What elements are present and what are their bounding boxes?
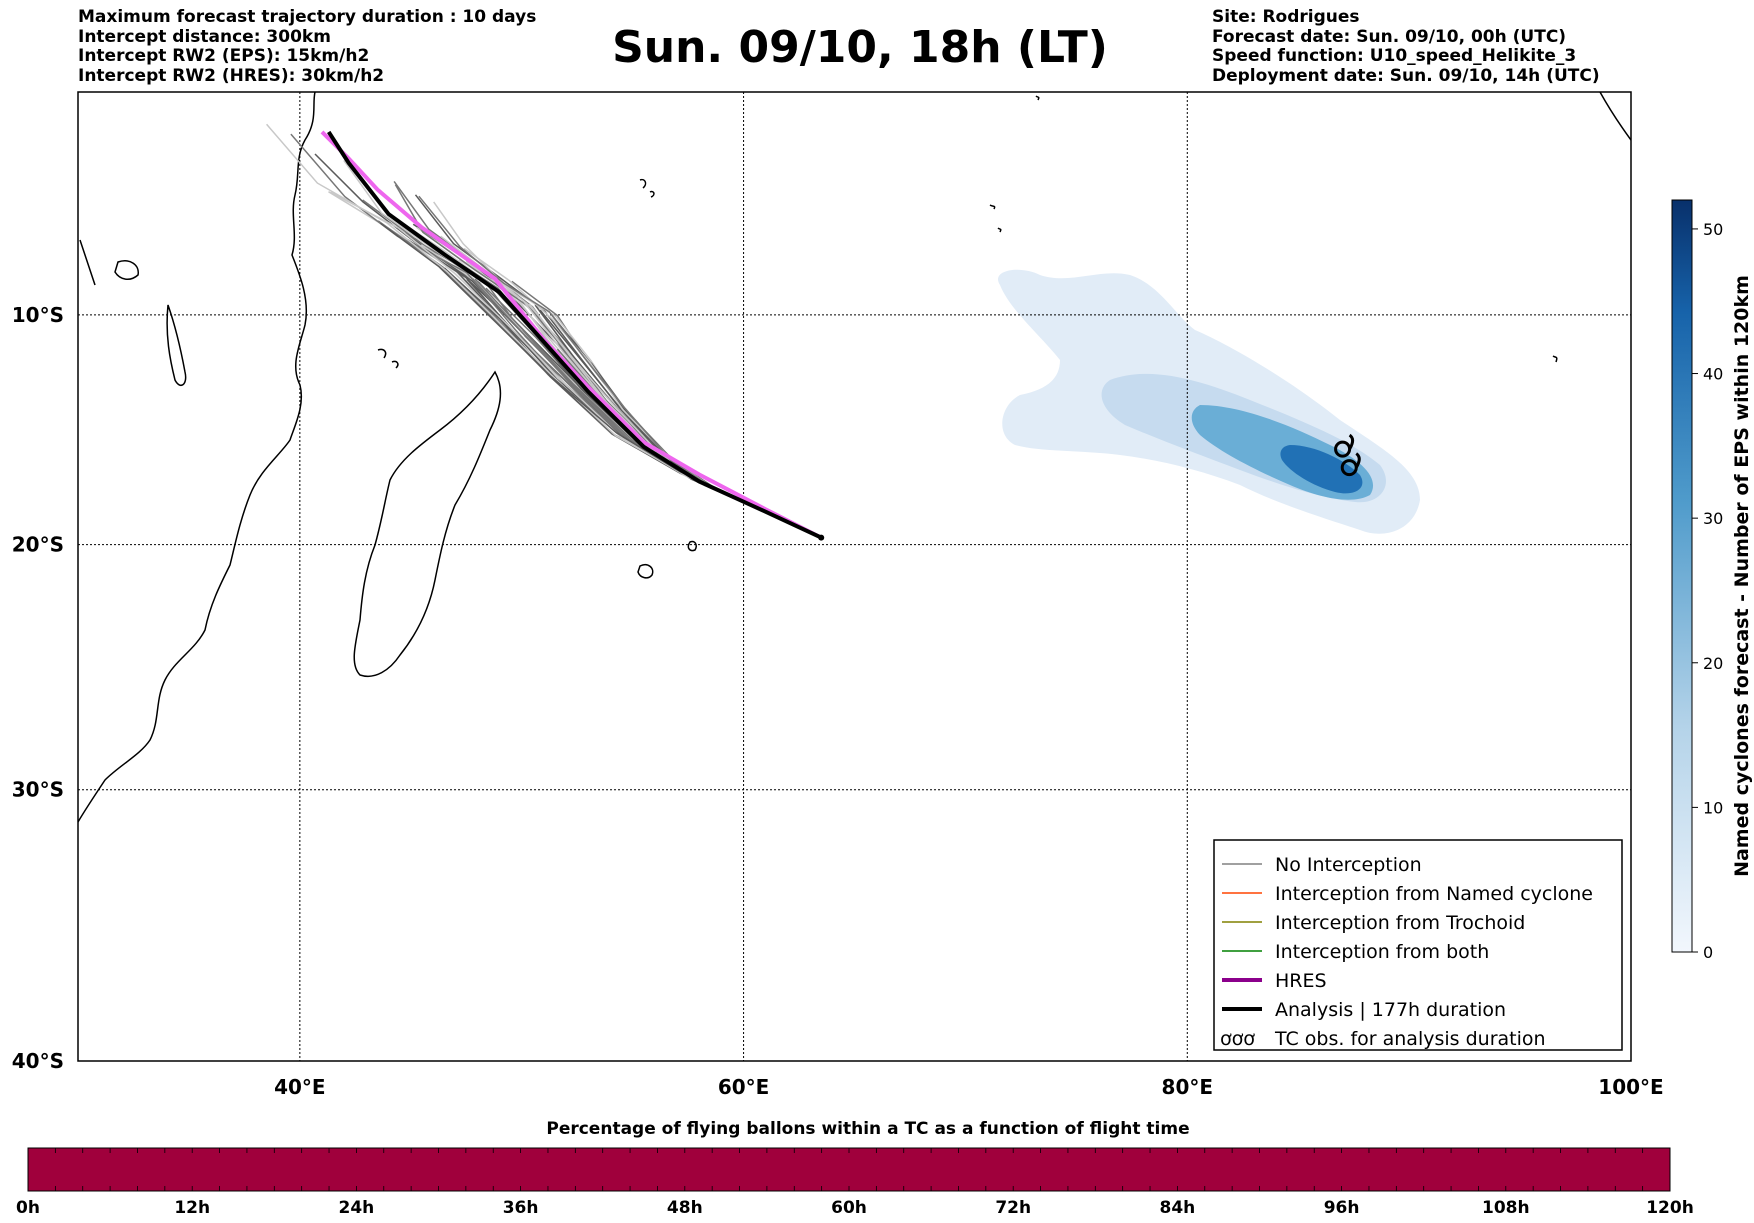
cyclone-density-shading: [998, 269, 1420, 534]
flight-time-bar: Percentage of flying ballons within a TC…: [16, 1119, 1694, 1218]
ensemble-trajectories: [266, 123, 822, 539]
page-title: Sun. 09/10, 18h (LT): [612, 22, 1108, 73]
legend-label: Interception from both: [1275, 941, 1489, 963]
map-grid: [78, 92, 1631, 1061]
flight-tick-label: 84h: [1160, 1198, 1196, 1218]
longitude-tick-labels: 40°E 60°E 80°E 100°E: [274, 1075, 1664, 1099]
map-frame: [77, 91, 1632, 1062]
ensemble-trajectory: [433, 201, 822, 539]
flight-tick-label: 72h: [995, 1198, 1031, 1218]
lake-malawi: [166, 304, 187, 387]
legend-label: Analysis | 177h duration: [1275, 999, 1506, 1021]
header-right: Site: Rodrigues Forecast date: Sun. 09/1…: [1212, 7, 1600, 86]
tc-observations: [1334, 433, 1361, 477]
header-left: Maximum forecast trajectory duration : 1…: [78, 7, 537, 86]
chagos-islands: [989, 204, 1002, 233]
lon-tick-label: 80°E: [1162, 1075, 1214, 1099]
legend-label: Interception from Trochoid: [1275, 912, 1525, 934]
ensemble-trajectory: [425, 240, 822, 539]
colorbar-tick-label: 0: [1703, 943, 1713, 962]
lake-victoria: [114, 260, 139, 280]
colorbar-tick-label: 40: [1703, 365, 1723, 384]
ensemble-trajectory: [416, 226, 822, 539]
colorbar-tick-label: 10: [1703, 798, 1723, 817]
ensemble-trajectory: [412, 223, 822, 539]
flight-tick-label: 108h: [1482, 1198, 1530, 1218]
lat-tick-label: 20°S: [12, 533, 64, 557]
seychelles-islands: [639, 178, 655, 198]
legend-label: No Interception: [1275, 854, 1422, 876]
flight-tick-label: 12h: [174, 1198, 210, 1218]
launch-point: [818, 534, 825, 541]
lon-tick-label: 40°E: [274, 1075, 326, 1099]
lat-tick-label: 40°S: [12, 1049, 64, 1073]
legend-label: TC obs. for analysis duration: [1274, 1028, 1546, 1050]
ensemble-trajectory: [314, 153, 822, 539]
flight-tick-label: 36h: [503, 1198, 539, 1218]
ensemble-trajectory: [414, 194, 822, 539]
tc-obs-marker: [1334, 433, 1355, 458]
flight-tick-label: 0h: [16, 1198, 40, 1218]
ensemble-trajectory: [454, 269, 822, 539]
legend-label: HRES: [1275, 970, 1327, 992]
legend: No Interception Interception from Named c…: [1213, 839, 1623, 1051]
header-max-duration: Maximum forecast trajectory duration : 1…: [78, 7, 537, 27]
lon-tick-label: 60°E: [718, 1075, 770, 1099]
flight-bar-title: Percentage of flying ballons within a TC…: [546, 1119, 1189, 1139]
ensemble-trajectory: [539, 309, 822, 539]
africa-coast: [78, 92, 316, 823]
colorbar-tick-label: 30: [1703, 509, 1723, 528]
header-speed-function: Speed function: U10_speed_Helikite_3: [1212, 46, 1577, 66]
flight-tick-label: 120h: [1646, 1198, 1694, 1218]
flight-tick-label: 60h: [831, 1198, 867, 1218]
header-intercept-eps: Intercept RW2 (EPS): 15km/h2: [78, 46, 370, 66]
lat-tick-label: 10°S: [12, 303, 64, 327]
hres-trajectory: [320, 130, 823, 540]
header-intercept-distance: Intercept distance: 300km: [78, 26, 331, 47]
legend-label: Interception from Named cyclone: [1275, 883, 1593, 905]
mauritius-coast: [637, 563, 654, 579]
colorbar-gradient: [1671, 199, 1693, 953]
reunion-coast: [687, 540, 697, 552]
lon-tick-label: 100°E: [1598, 1075, 1663, 1099]
flight-tick-label: 24h: [339, 1198, 375, 1218]
maldives-islands: [1035, 95, 1040, 101]
ensemble-trajectory: [465, 260, 822, 539]
ensemble-trajectory: [534, 304, 822, 539]
header-forecast-date: Forecast date: Sun. 09/10, 00h (UTC): [1212, 26, 1567, 47]
latitude-tick-labels: 10°S 20°S 30°S 40°S: [12, 303, 64, 1073]
ensemble-trajectory: [556, 348, 822, 539]
ensemble-trajectory: [485, 287, 822, 539]
sumatra-coast: [1599, 92, 1631, 141]
colorbar-label: Named cyclones forecast - Number of EPS …: [1731, 275, 1753, 877]
coastlines: [78, 92, 1631, 823]
colorbar-tick-label: 20: [1703, 654, 1723, 673]
cocos-islands: [1552, 355, 1558, 363]
flight-tick-label: 96h: [1324, 1198, 1360, 1218]
ensemble-trajectory: [393, 180, 822, 539]
lat-tick-label: 30°S: [12, 778, 64, 802]
flight-bar-fill: [27, 1147, 1671, 1192]
tc-obs-marker: [1340, 452, 1361, 477]
lake-tanganyika: [79, 239, 96, 286]
legend-tc-icon: ơơơ: [1220, 1028, 1255, 1050]
ensemble-trajectory: [418, 195, 822, 539]
analysis-trajectory: [327, 130, 823, 540]
ensemble-trajectory: [590, 362, 822, 539]
flight-tick-label: 48h: [667, 1198, 703, 1218]
header-intercept-hres: Intercept RW2 (HRES): 30km/h2: [78, 65, 385, 86]
legend-box: [1213, 839, 1623, 1051]
madagascar-coast: [353, 370, 502, 677]
header-site: Site: Rodrigues: [1212, 7, 1360, 27]
colorbar: 0 10 20 30 40 50 Named cyclones forecast - Nu…: [1671, 199, 1753, 962]
colorbar-tick-label: 50: [1703, 220, 1723, 239]
comoros-islands: [377, 348, 399, 369]
map-area: [78, 92, 1631, 1061]
ensemble-trajectory: [550, 313, 822, 539]
header-deployment-date: Deployment date: Sun. 09/10, 14h (UTC): [1212, 65, 1600, 86]
density-core: [1280, 445, 1363, 494]
